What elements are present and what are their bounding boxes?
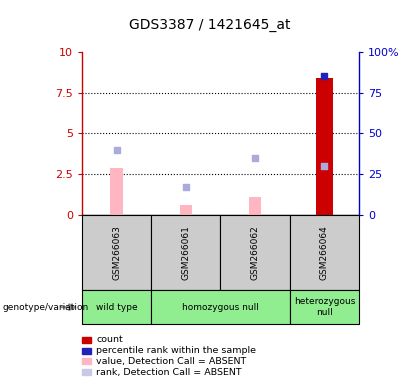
Point <box>252 155 259 161</box>
Text: wild type: wild type <box>96 303 137 312</box>
Point <box>182 184 189 190</box>
Text: genotype/variation: genotype/variation <box>2 303 88 312</box>
Text: percentile rank within the sample: percentile rank within the sample <box>96 346 256 355</box>
Text: GSM266063: GSM266063 <box>112 225 121 280</box>
Text: heterozygous
null: heterozygous null <box>294 298 355 317</box>
Bar <box>180 205 192 215</box>
Bar <box>318 213 331 215</box>
Text: GDS3387 / 1421645_at: GDS3387 / 1421645_at <box>129 18 291 32</box>
Text: homozygous null: homozygous null <box>182 303 259 312</box>
Text: GSM266061: GSM266061 <box>181 225 190 280</box>
Bar <box>110 168 123 215</box>
Point <box>321 73 328 79</box>
Text: rank, Detection Call = ABSENT: rank, Detection Call = ABSENT <box>96 367 242 377</box>
Bar <box>316 78 333 215</box>
Text: GSM266062: GSM266062 <box>251 225 260 280</box>
Text: value, Detection Call = ABSENT: value, Detection Call = ABSENT <box>96 357 247 366</box>
Point <box>113 147 120 153</box>
Bar <box>249 197 261 215</box>
Point <box>321 163 328 169</box>
Text: count: count <box>96 335 123 344</box>
Text: GSM266064: GSM266064 <box>320 225 329 280</box>
